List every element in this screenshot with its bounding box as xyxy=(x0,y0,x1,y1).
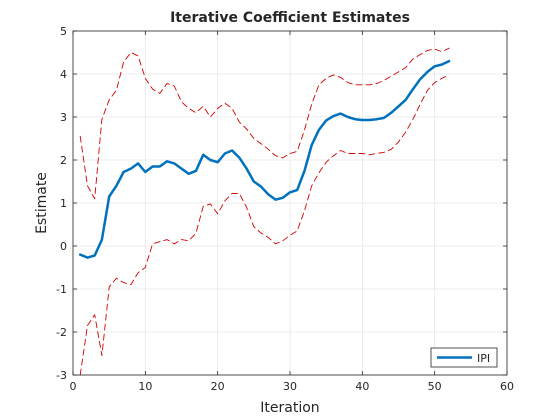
y-tick-label: -1 xyxy=(56,283,67,296)
y-tick-label: -3 xyxy=(56,369,67,382)
y-axis-label: Estimate xyxy=(34,172,50,234)
legend: IPI xyxy=(430,347,498,368)
x-tick-label: 20 xyxy=(211,380,225,393)
y-tick-label: -2 xyxy=(56,326,67,339)
x-tick-label: 0 xyxy=(70,380,77,393)
series-line-ipi xyxy=(78,59,451,259)
x-axis-label: Iteration xyxy=(260,400,319,416)
y-tick-label: 2 xyxy=(60,154,67,167)
x-tick-label: 50 xyxy=(428,380,442,393)
y-tick-label: 3 xyxy=(60,111,67,124)
x-tick-label: 10 xyxy=(138,380,152,393)
y-tick-label: 1 xyxy=(60,197,67,210)
x-tick-label: 30 xyxy=(283,380,297,393)
series-lines xyxy=(78,47,451,376)
axis-ticks: 0 10 20 30 40 50 60 -3 -2 -1 0 1 2 3 4 5 xyxy=(56,25,514,393)
legend-label-ipi: IPI xyxy=(477,352,490,365)
series-line-upper-bound xyxy=(79,47,450,200)
y-tick-label: 0 xyxy=(60,240,67,253)
chart-title: Iterative Coefficient Estimates xyxy=(170,10,410,26)
x-tick-label: 60 xyxy=(500,380,514,393)
y-tick-label: 5 xyxy=(60,25,67,38)
y-tick-label: 4 xyxy=(60,68,67,81)
x-tick-label: 40 xyxy=(355,380,369,393)
